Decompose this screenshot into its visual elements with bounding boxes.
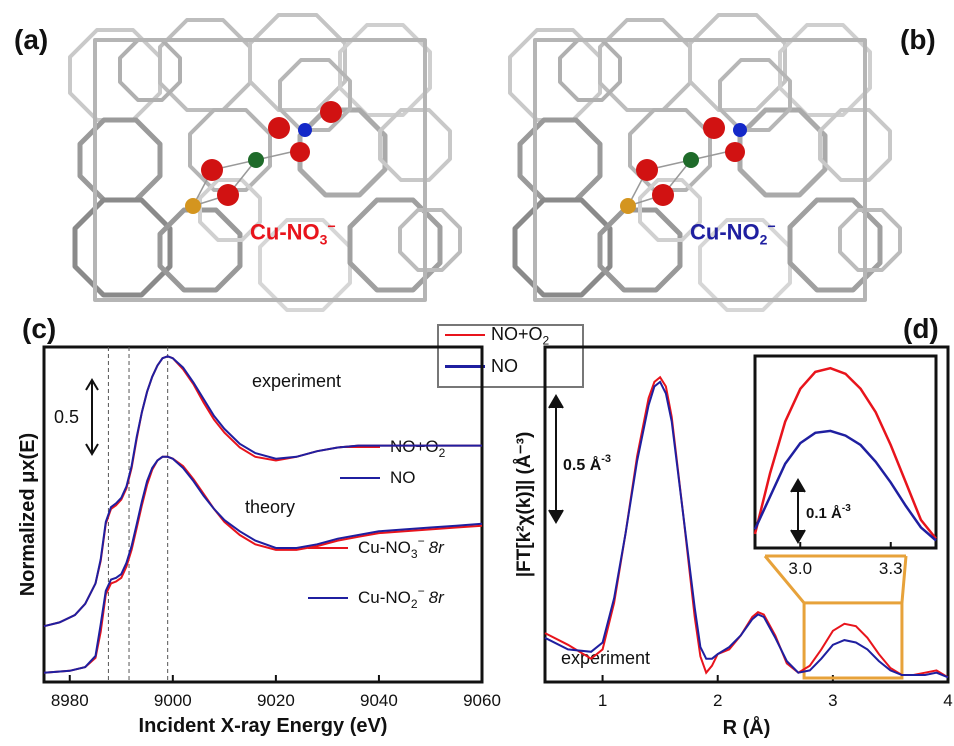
- y-axis-label: |FT[k²χ(k)]| (Å⁻³): [514, 432, 535, 578]
- legend-label-no-o2: NO+O2: [491, 324, 550, 348]
- legend-label-no: NO: [491, 356, 518, 376]
- x-tick-label: 9000: [154, 691, 192, 710]
- inset-scale-bar-label: 0.1 Å-3: [806, 503, 851, 522]
- plot-frame-d: [543, 345, 950, 684]
- series-line-experiment: [43, 355, 482, 628]
- y-axis-label: Normalized μx(E): [17, 433, 39, 596]
- scale-bar-label: 0.5: [54, 407, 79, 427]
- zoom-connector: [763, 555, 806, 604]
- series-line: [544, 380, 949, 679]
- x-tick-label: 4: [943, 691, 952, 710]
- species-label-b: Cu-NO2−: [690, 218, 776, 248]
- inset-x-tick-label: 3.0: [788, 559, 812, 578]
- legend-label: NO+O2: [390, 437, 446, 460]
- x-tick-label: 8980: [51, 691, 89, 710]
- panel-label-a: (a): [14, 24, 49, 55]
- scale-bar-arrows: [548, 394, 564, 524]
- inset-series-line: [753, 429, 937, 542]
- inset-x-tick-label: 3.3: [879, 559, 903, 578]
- top-legend: NO+O2 NO: [437, 324, 584, 388]
- x-tick-label: 2: [713, 691, 722, 710]
- panel-label-b: (b): [900, 24, 936, 55]
- inset-scale-bar-arrows: [790, 478, 806, 544]
- legend-swatch-no: [445, 365, 485, 368]
- annotation-theory: theory: [245, 497, 295, 517]
- series-line-theory: [43, 455, 483, 674]
- x-axis-label: R (Å): [723, 715, 771, 739]
- scale-bar-label: 0.5 Å-3: [563, 453, 611, 474]
- x-tick-label: 3: [828, 691, 837, 710]
- legend-label: NO: [390, 468, 416, 487]
- x-axis-label: Incident X-ray Energy (eV): [139, 715, 388, 737]
- scale-bar-arrows: [85, 378, 99, 456]
- zoom-connector: [900, 555, 908, 604]
- x-tick-label: 1: [598, 691, 607, 710]
- x-tick-label: 9060: [463, 691, 501, 710]
- plot-frame-c: [42, 345, 484, 684]
- x-tick-label: 9040: [360, 691, 398, 710]
- legend-swatch-no-o2: [445, 334, 485, 336]
- legend-label: Cu-NO3− 8r: [358, 534, 445, 561]
- x-tick-label: 9020: [257, 691, 295, 710]
- species-label-a: Cu-NO3−: [250, 218, 336, 248]
- inset-series-line: [753, 366, 937, 540]
- inset-frame: [753, 354, 938, 550]
- legend-label: Cu-NO2− 8r: [358, 584, 445, 611]
- zoom-box: [802, 601, 904, 680]
- panel-label-d: (d): [903, 313, 939, 344]
- annotation-experiment: experiment: [252, 371, 341, 391]
- panel-label-c: (c): [22, 313, 57, 344]
